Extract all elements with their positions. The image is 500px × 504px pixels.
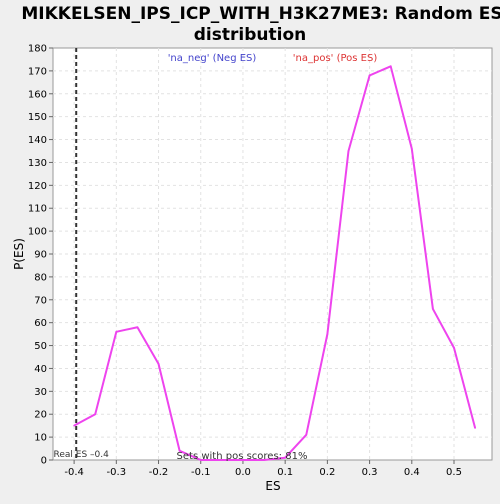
y-tick-label: 30 [34,387,47,398]
y-tick-label: 170 [28,66,47,77]
data-point [474,427,476,429]
data-point [115,331,118,333]
x-tick-label: 0.5 [446,467,462,478]
y-tick-label: 90 [34,250,47,261]
y-tick-label: 100 [28,227,47,238]
data-point [199,459,202,461]
data-point [347,150,350,152]
data-point [157,363,160,365]
y-tick-label: 70 [34,295,47,306]
y-tick-label: 80 [34,272,47,283]
data-point [389,65,392,68]
y-tick-label: 150 [28,112,47,123]
legend-neg-label: 'na_neg' (Neg ES) [168,53,257,64]
x-tick-label: 0.1 [277,467,293,478]
legend-pos-label: 'na_pos' (Pos ES) [293,53,378,64]
x-tick-label: 0.4 [404,467,420,478]
x-tick-label: 0.0 [235,467,251,478]
data-point [242,459,244,461]
grid-lines [53,48,492,460]
y-tick-label: 20 [34,410,47,421]
data-point [326,333,329,335]
y-tick-label: 40 [34,364,47,375]
chart-title-line-1: MIKKELSEN_IPS_ICP_WITH_H3K27ME3: Random … [21,4,500,24]
y-tick-label: 120 [28,181,47,192]
data-point [410,147,413,150]
y-tick-label: 160 [28,89,47,100]
y-tick-label: 60 [34,318,47,329]
chart-title-line-2: distribution [194,25,306,45]
x-tick-label: 0.3 [362,467,378,478]
data-point [305,434,308,436]
data-point [453,347,455,349]
x-axis-label: ES [265,479,280,493]
pos-fraction-label: Sets with pos scores: 81% [177,451,308,462]
axes: 0 10 20 30 40 50 60 70 80 90 100 110 120 130 140 150 160… [28,44,462,479]
y-tick-label: 130 [28,158,47,169]
data-point [221,459,223,461]
data-point [178,450,181,452]
y-axis-label: P(ES) [12,238,26,270]
y-tick-label: 10 [34,433,47,444]
x-tick-label: -0.2 [149,467,169,478]
data-point [94,413,97,416]
data-point [432,308,434,310]
y-tick-label: 0 [41,456,47,467]
data-point [284,456,286,459]
data-point [136,326,139,329]
x-tick-label: 0.2 [319,467,335,478]
series-line [73,65,477,461]
data-point [368,74,371,77]
y-tick-label: 180 [28,44,47,55]
data-point [73,424,75,427]
y-tick-label: 140 [28,135,47,146]
real-es-label: Real ES –0.4 [54,450,110,460]
data-point [263,459,265,461]
data-series [73,65,477,461]
y-tick-label: 50 [34,341,47,352]
x-tick-label: -0.1 [191,467,211,478]
x-tick-label: -0.3 [107,467,127,478]
y-tick-label: 110 [28,204,47,215]
x-tick-label: -0.4 [64,467,84,478]
